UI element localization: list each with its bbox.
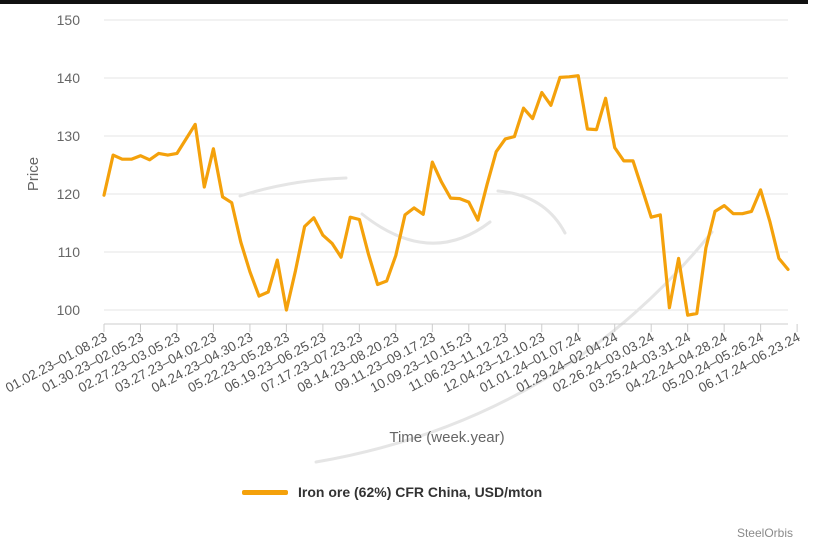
y-tick-label: 130	[57, 128, 81, 144]
y-tick-label: 120	[57, 186, 81, 202]
y-tick-label: 140	[57, 70, 81, 86]
legend-label: Iron ore (62%) CFR China, USD/mton	[298, 484, 543, 500]
top-border	[0, 0, 808, 4]
y-axis-title: Price	[25, 157, 42, 191]
y-grid	[104, 19, 788, 311]
legend-swatch	[242, 489, 288, 495]
legend[interactable]: Iron ore (62%) CFR China, USD/mton	[242, 484, 542, 500]
watermark-swoosh	[238, 176, 714, 464]
y-axis-ticks: 100 110 120 130 140 150	[57, 12, 81, 318]
series-line[interactable]	[102, 74, 790, 317]
x-axis-title: Time (week.year)	[389, 429, 504, 446]
y-tick-label: 150	[57, 12, 81, 28]
y-tick-label: 110	[58, 244, 81, 260]
y-tick-label: 100	[57, 302, 81, 318]
series-layer	[102, 74, 790, 317]
credit-text: SteelOrbis	[736, 526, 793, 540]
x-axis-ticks: 01.02.23–01.08.2301.30.23–02.05.2302.27.…	[3, 324, 803, 396]
